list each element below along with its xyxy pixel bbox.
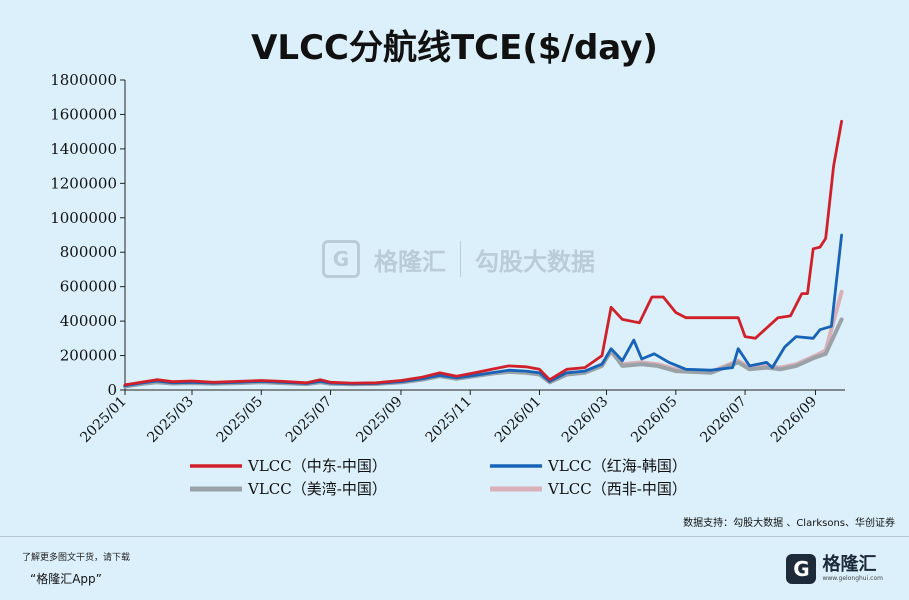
footer-divider (0, 536, 909, 537)
legend-label: VLCC（红海-韩国） (547, 457, 687, 475)
y-tick-label: 1800000 (50, 71, 117, 89)
y-tick-label: 0 (107, 381, 117, 399)
y-tick-label: 400000 (60, 312, 117, 330)
x-tick-label: 2025/07 (283, 394, 335, 446)
legend-label: VLCC（西非-中国） (547, 480, 687, 498)
data-source-note: 数据支持：勾股大数据 、Clarksons、华创证券 (683, 518, 895, 529)
watermark-logo-icon: G (322, 240, 360, 278)
footer-logo[interactable]: G 格隆汇 www.gelonghui.com (786, 552, 883, 586)
x-tick-label: 2025/05 (214, 394, 266, 446)
chart-area: 0 200000 400000 600000 800000 1000000 1200000 1… (50, 71, 845, 498)
x-tick-label: 2026/07 (697, 394, 749, 446)
footer-note: 了解更多图文干货，请下载 (22, 553, 131, 563)
y-tick-label: 1400000 (50, 140, 117, 158)
legend: VLCC（中东-中国） VLCC（红海-韩国） VLCC（美湾-中国） VLCC（西非… (190, 457, 687, 498)
legend-label: VLCC（美湾-中国） (247, 480, 387, 498)
x-tick-label: 2026/09 (768, 394, 820, 446)
y-tick-label: 1000000 (50, 209, 117, 227)
footer-app-name[interactable]: “格隆汇App” (30, 572, 102, 586)
series-layer (123, 119, 844, 389)
y-tick-label: 1200000 (50, 174, 117, 192)
axes: 0 200000 400000 600000 800000 1000000 1200000 1… (50, 71, 845, 446)
series-line-0 (123, 119, 843, 387)
watermark-brand2: 勾股大数据 (475, 247, 595, 276)
watermark-divider (460, 241, 461, 277)
footer-logo-en: www.gelonghui.com (822, 575, 883, 582)
legend-label: VLCC（中东-中国） (247, 457, 387, 475)
y-tick-label: 800000 (60, 243, 117, 261)
x-tick-label: 2025/11 (423, 394, 475, 446)
y-tick-label: 1600000 (50, 105, 117, 123)
chart-title: VLCC分航线TCE($/day) (251, 28, 658, 68)
y-tick-label: 600000 (60, 278, 117, 296)
x-tick-label: 2026/01 (492, 394, 544, 446)
x-tick-label: 2026/03 (559, 394, 611, 446)
x-tick-label: 2025/01 (77, 394, 129, 446)
y-tick-label: 200000 (60, 347, 117, 365)
watermark: G 格隆汇 勾股大数据 (322, 240, 595, 278)
series-line-2 (123, 317, 844, 389)
series-line-1 (123, 233, 843, 388)
x-tick-label: 2025/03 (144, 394, 196, 446)
footer-logo-cn: 格隆汇 (822, 554, 877, 575)
x-tick-label: 2026/05 (628, 394, 680, 446)
watermark-brand1: 格隆汇 (374, 247, 446, 276)
gelonghui-logo-icon: G (786, 554, 817, 584)
x-tick-label: 2025/09 (353, 394, 405, 446)
